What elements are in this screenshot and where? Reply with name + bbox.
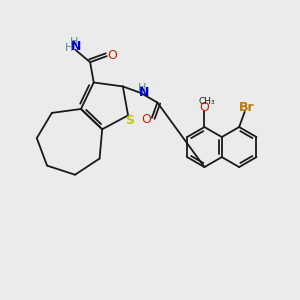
Text: S: S [125,114,134,127]
Text: O: O [199,101,209,114]
Text: H: H [70,37,78,46]
Text: O: O [107,49,117,62]
Text: Br: Br [239,101,255,115]
Text: H: H [137,83,146,93]
Text: O: O [142,113,152,126]
Text: N: N [71,40,81,53]
Text: N: N [139,86,149,100]
Text: H: H [65,43,73,52]
Text: CH₃: CH₃ [199,97,215,106]
